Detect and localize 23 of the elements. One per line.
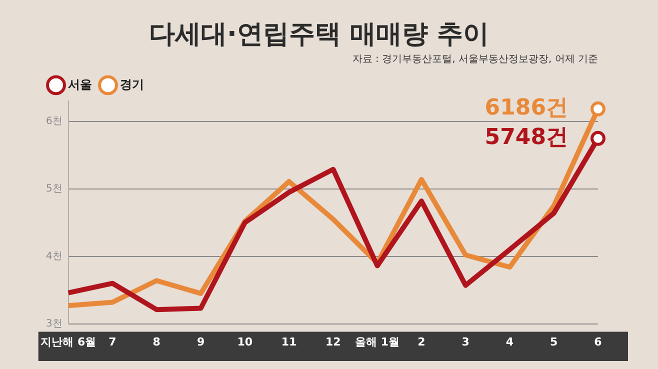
text: 자료 : 경기부동산포털, 서울부동산정보광장, 어제 기준 — [352, 54, 598, 65]
x-tick-label: 10 — [237, 335, 253, 348]
legend-label: 경기 — [120, 77, 144, 92]
y-tick-label: 5천 — [46, 183, 62, 194]
x-tick-label: 3 — [462, 335, 470, 348]
x-tick-label: 12 — [326, 335, 341, 348]
x-tick-label: 2 — [418, 335, 426, 348]
y-tick-label: 3천 — [46, 318, 62, 330]
x-tick-label: 9 — [196, 335, 205, 348]
x-tick-label: 지난해 6월 — [40, 335, 96, 348]
x-tick-label: 올해 1월 — [355, 335, 400, 348]
x-tick-label: 8 — [152, 335, 160, 348]
annotation: 6186건 — [484, 96, 568, 121]
legend-label: 서울 — [68, 77, 92, 92]
chart-title: 다세대·연립주택 매매량 추이 — [149, 19, 489, 50]
x-tick-label: 7 — [108, 335, 116, 348]
x-tick-label: 5 — [550, 335, 558, 348]
x-tick-label: 11 — [281, 335, 297, 348]
y-tick-label: 4천 — [46, 250, 62, 262]
x-tick-label: 4 — [506, 335, 514, 348]
x-tick-label: 6 — [594, 335, 602, 348]
annotation: 5748건 — [484, 125, 568, 150]
y-tick-label: 6천 — [46, 116, 62, 128]
